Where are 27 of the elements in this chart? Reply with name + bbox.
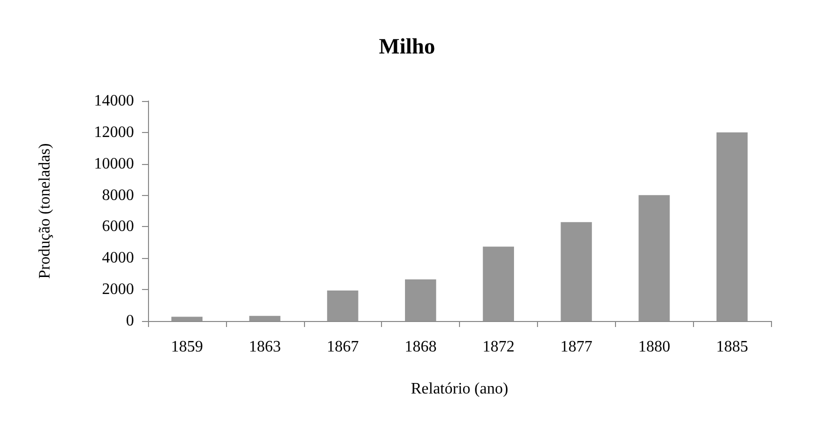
- y-tick-label: 12000: [94, 124, 134, 141]
- y-tick-label: 6000: [102, 218, 134, 236]
- x-tick-label: 1880: [638, 338, 670, 356]
- x-tick-label: 1872: [482, 338, 514, 356]
- bar: [327, 290, 358, 321]
- y-tick-label: 14000: [94, 92, 134, 110]
- x-axis-title: Relatório (ano): [410, 380, 508, 398]
- bar: [638, 195, 670, 321]
- x-tick-label: 1868: [404, 338, 437, 356]
- y-tick-label: 10000: [94, 155, 134, 172]
- bar: [404, 279, 436, 321]
- y-tick-label: 8000: [102, 186, 134, 204]
- bar: [249, 316, 280, 321]
- y-tick-label: 0: [126, 312, 134, 330]
- x-tick-label: 1885: [716, 338, 748, 356]
- x-tick-label: 1859: [170, 338, 203, 356]
- bar: [482, 246, 514, 321]
- bar: [171, 316, 203, 321]
- chart-title: Milho: [378, 34, 436, 58]
- bar: [716, 132, 748, 321]
- bar: [560, 222, 592, 321]
- y-tick-label: 2000: [102, 281, 134, 298]
- x-tick-label: 1863: [248, 338, 281, 356]
- y-tick-label: 4000: [102, 250, 134, 267]
- x-tick-label: 1877: [560, 338, 592, 356]
- y-axis-title: Produção (toneladas): [36, 143, 54, 279]
- x-tick-label: 1867: [326, 338, 359, 356]
